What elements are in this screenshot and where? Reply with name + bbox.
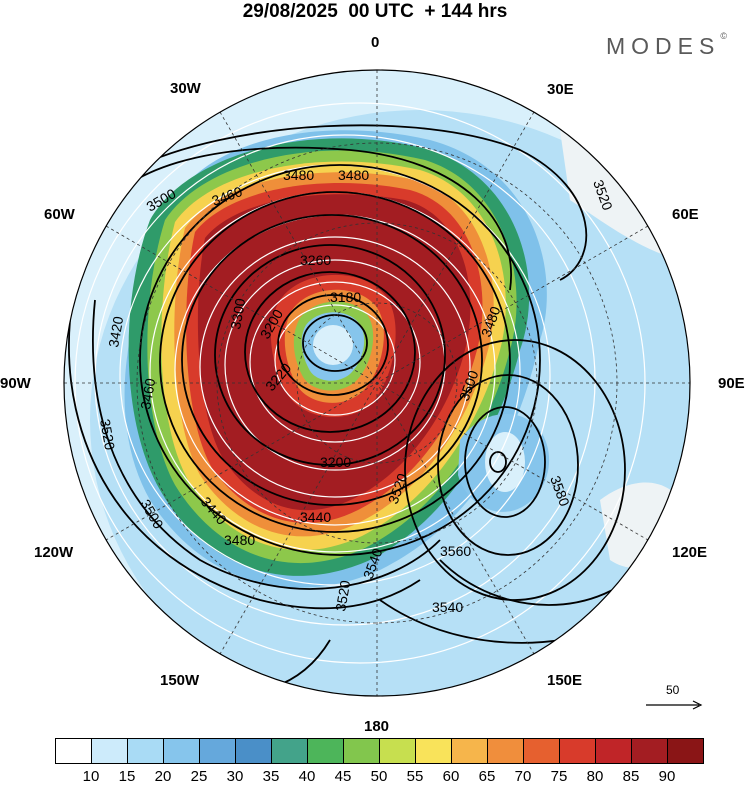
colorbar-swatch <box>271 738 308 764</box>
arrow-right-icon <box>646 700 703 710</box>
contour-label: 3480 <box>283 167 314 183</box>
colorbar-swatch <box>523 738 560 764</box>
lon-label-180: 180 <box>364 718 390 735</box>
contour-label: 3520 <box>97 418 118 452</box>
colorbar-label: 70 <box>514 768 532 785</box>
colorbar: 10 15 20 25 30 35 40 45 50 55 60 65 70 75 80 85 90 <box>55 738 704 785</box>
colorbar-label: 90 <box>658 768 676 785</box>
colorbar-swatch <box>379 738 416 764</box>
lon-label-90w: 90W <box>0 375 31 392</box>
contour-label: 3480 <box>338 167 369 183</box>
colorbar-label: 10 <box>82 768 100 785</box>
vector-reference-value: 50 <box>666 683 680 697</box>
vector-reference: 50 <box>643 681 703 721</box>
colorbar-swatch <box>199 738 236 764</box>
lon-label-150w: 150W <box>160 672 200 689</box>
contour-label: 3180 <box>330 289 361 305</box>
lon-label-60w: 60W <box>44 206 75 223</box>
colorbar-swatch <box>559 738 596 764</box>
contour-label: 3440 <box>300 509 331 525</box>
colorbar-label: 50 <box>370 768 388 785</box>
lon-label-30e: 30E <box>547 81 574 98</box>
lon-label-150e: 150E <box>547 672 583 689</box>
contour-label: 3540 <box>432 599 463 615</box>
colorbar-swatch <box>307 738 344 764</box>
colorbar-label: 20 <box>154 768 172 785</box>
colorbar-label: 75 <box>550 768 568 785</box>
colorbar-label: 60 <box>442 768 460 785</box>
map-title: 29/08/2025 00 UTC + 144 hrs <box>242 1 508 22</box>
polar-map: 3480 3480 3500 3460 3260 3180 3200 3220 … <box>63 69 691 697</box>
colorbar-label: 45 <box>334 768 352 785</box>
lon-label-30w: 30W <box>170 80 201 97</box>
colorbar-label: 15 <box>118 768 136 785</box>
map-boundary <box>63 69 691 697</box>
colorbar-swatch <box>487 738 524 764</box>
lon-label-0: 0 <box>371 34 380 51</box>
colorbar-swatch <box>343 738 380 764</box>
contour-label: 3560 <box>440 543 471 559</box>
graticule <box>64 70 690 696</box>
lon-label-120e: 120E <box>672 544 708 561</box>
colorbar-swatch <box>631 738 668 764</box>
colorbar-label: 55 <box>406 768 424 785</box>
colorbar-label: 30 <box>226 768 244 785</box>
contour-label: 3460 <box>137 377 158 411</box>
colorbar-label: 40 <box>298 768 316 785</box>
colorbar-swatch <box>415 738 452 764</box>
lon-label-120w: 120W <box>34 544 74 561</box>
colorbar-swatch <box>667 738 704 764</box>
lon-label-90e: 90E <box>718 375 745 392</box>
contour-label: 3260 <box>300 252 331 268</box>
contour-label: 3200 <box>320 454 351 470</box>
colorbar-swatch <box>451 738 488 764</box>
colorbar-swatch <box>163 738 200 764</box>
lon-label-60e: 60E <box>672 206 699 223</box>
colorbar-label: 85 <box>622 768 640 785</box>
colorbar-swatch <box>595 738 632 764</box>
colorbar-label: 35 <box>262 768 280 785</box>
colorbar-swatch <box>91 738 128 764</box>
contour-label: 3520 <box>332 579 353 613</box>
wind-speed-field <box>64 70 690 696</box>
colorbar-swatch <box>127 738 164 764</box>
contour-label: 3480 <box>224 532 255 548</box>
colorbar-label: 65 <box>478 768 496 785</box>
colorbar-swatch <box>235 738 272 764</box>
contour-label: 3420 <box>105 315 126 349</box>
colorbar-swatch <box>55 738 92 764</box>
contour-label: 3300 <box>227 297 248 331</box>
colorbar-label: 80 <box>586 768 604 785</box>
colorbar-label: 25 <box>190 768 208 785</box>
modes-logo: MODES© <box>606 31 727 59</box>
